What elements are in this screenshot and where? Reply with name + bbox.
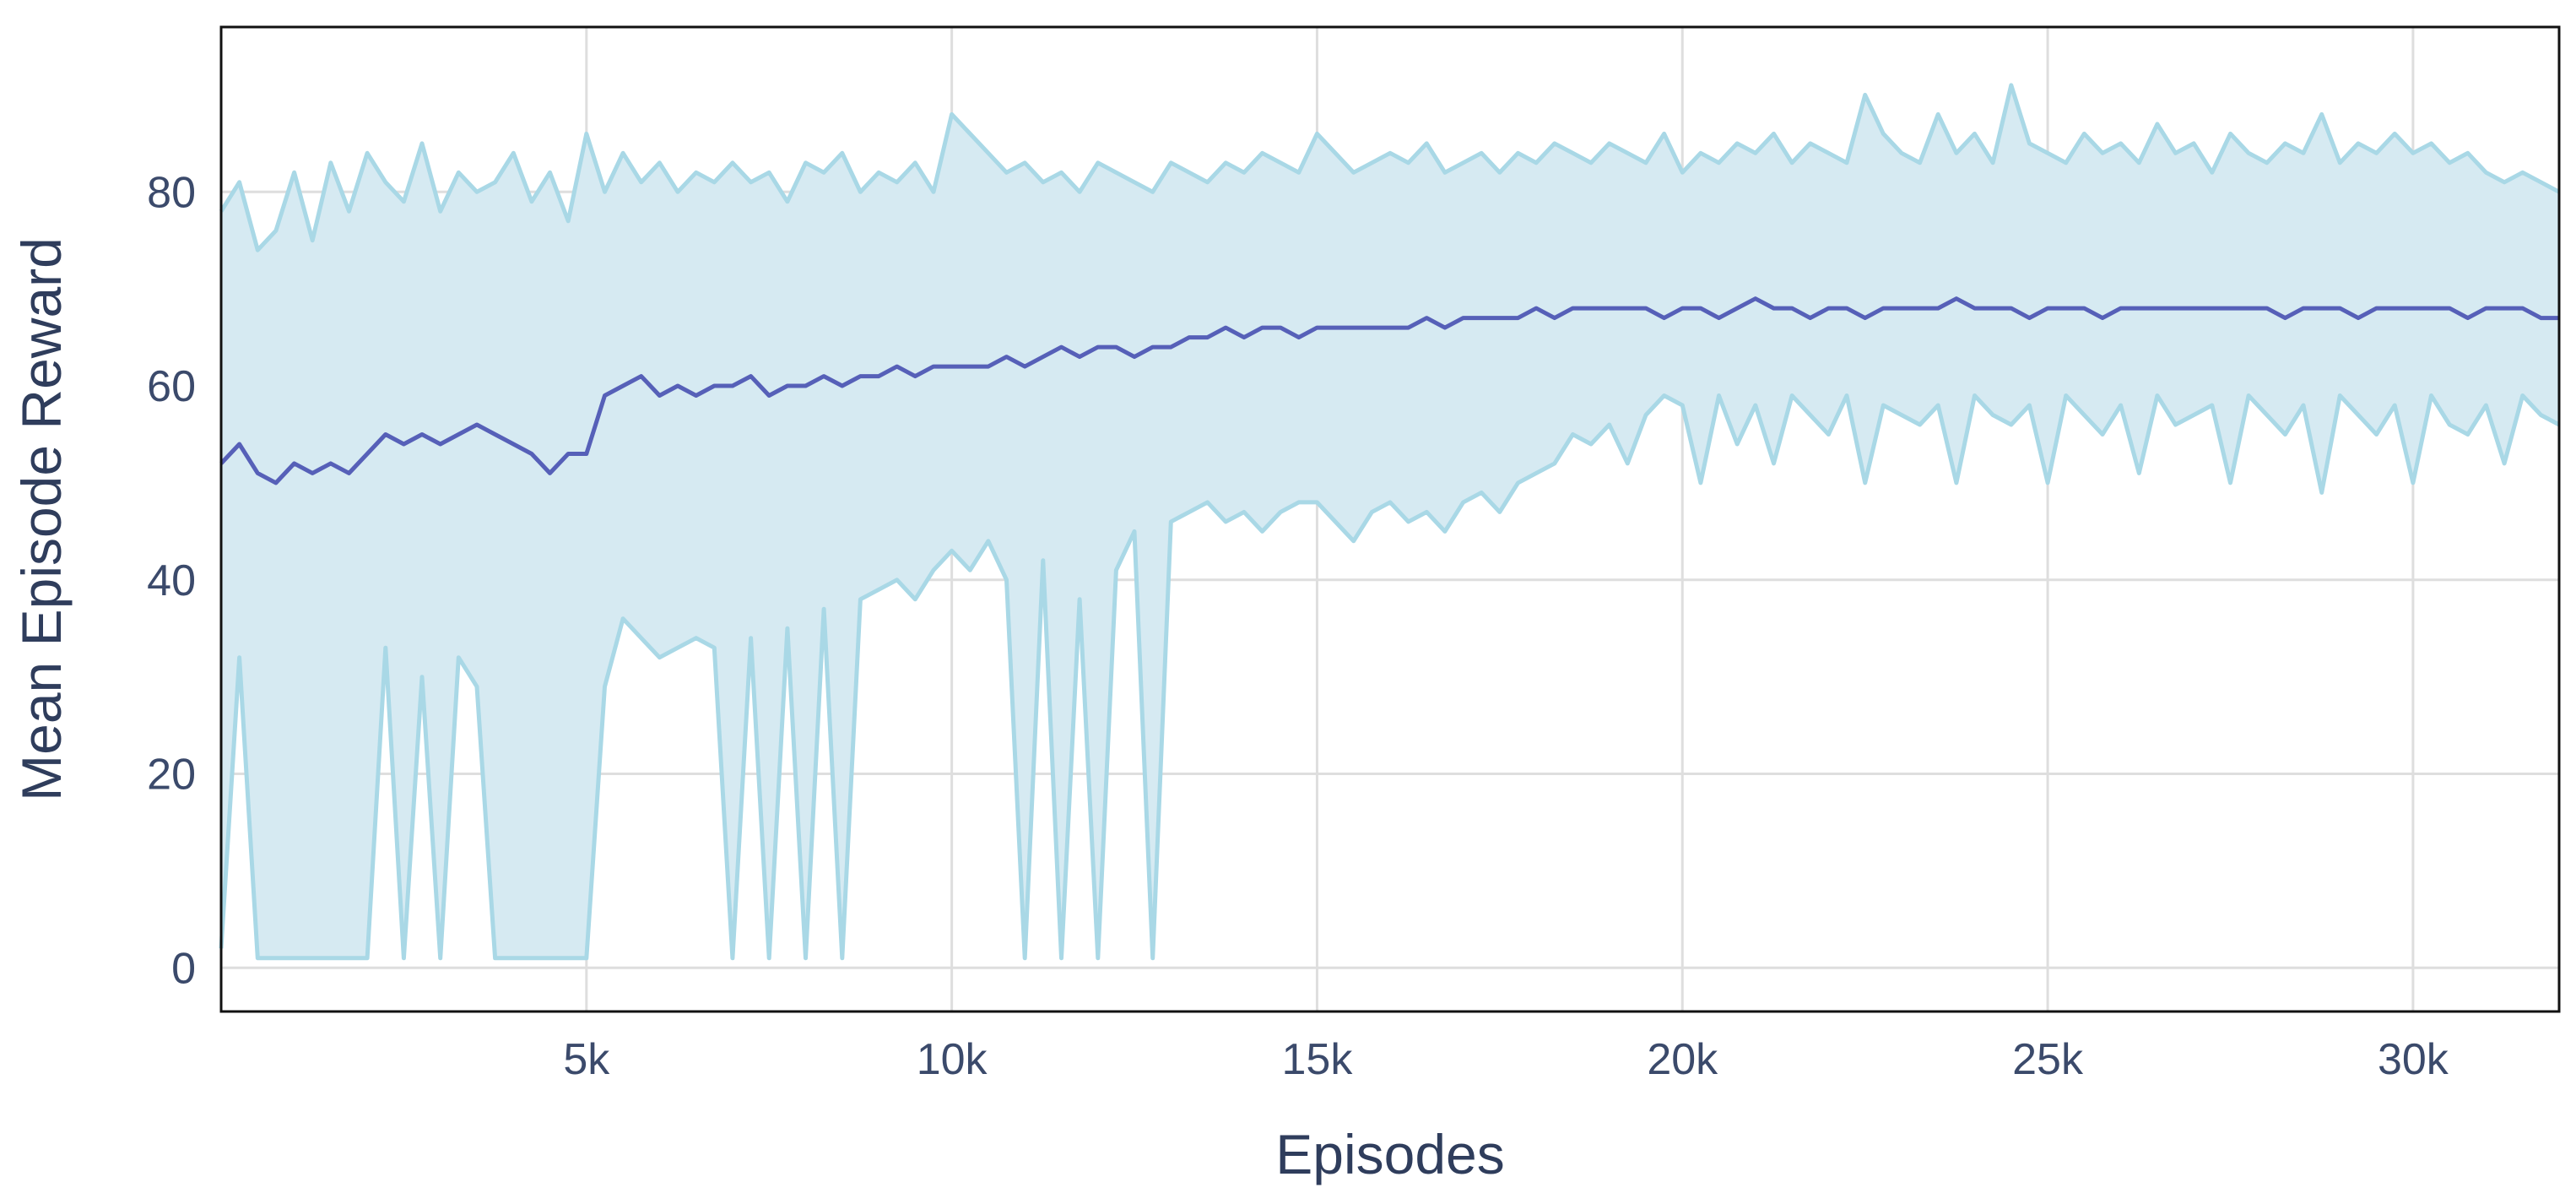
- x-tick-label-0: 5k: [563, 1035, 610, 1084]
- mean-reward-line-group: [219, 296, 2559, 485]
- x-axis-label: Episodes: [1275, 1123, 1505, 1185]
- y-tick-label-3: 60: [147, 362, 196, 411]
- upper-bound-line: [219, 83, 2561, 252]
- y-tick-label-1: 20: [147, 751, 196, 800]
- y-tick-labels: 0 20 40 60 80: [147, 168, 196, 993]
- x-tick-label-5: 30k: [2378, 1035, 2449, 1084]
- lower-bound-line: [219, 393, 2561, 961]
- x-tick-label-4: 25k: [2012, 1035, 2084, 1084]
- mean-reward-line: [219, 296, 2559, 485]
- x-tick-label-2: 15k: [1282, 1035, 1354, 1084]
- y-tick-label-4: 80: [147, 168, 196, 217]
- x-tick-label-1: 10k: [917, 1035, 988, 1084]
- band-fill-area: [221, 84, 2559, 958]
- plot-border: [219, 25, 2561, 1013]
- x-tick-label-3: 20k: [1647, 1035, 1718, 1084]
- plot-frame: [219, 25, 2561, 1013]
- y-tick-label-2: 40: [147, 556, 196, 605]
- reward-range-band: [219, 83, 2561, 961]
- x-tick-labels: 5k 10k 15k 20k 25k 30k: [563, 1035, 2449, 1084]
- y-axis-label: Mean Episode Reward: [10, 237, 73, 801]
- y-tick-label-0: 0: [171, 944, 196, 993]
